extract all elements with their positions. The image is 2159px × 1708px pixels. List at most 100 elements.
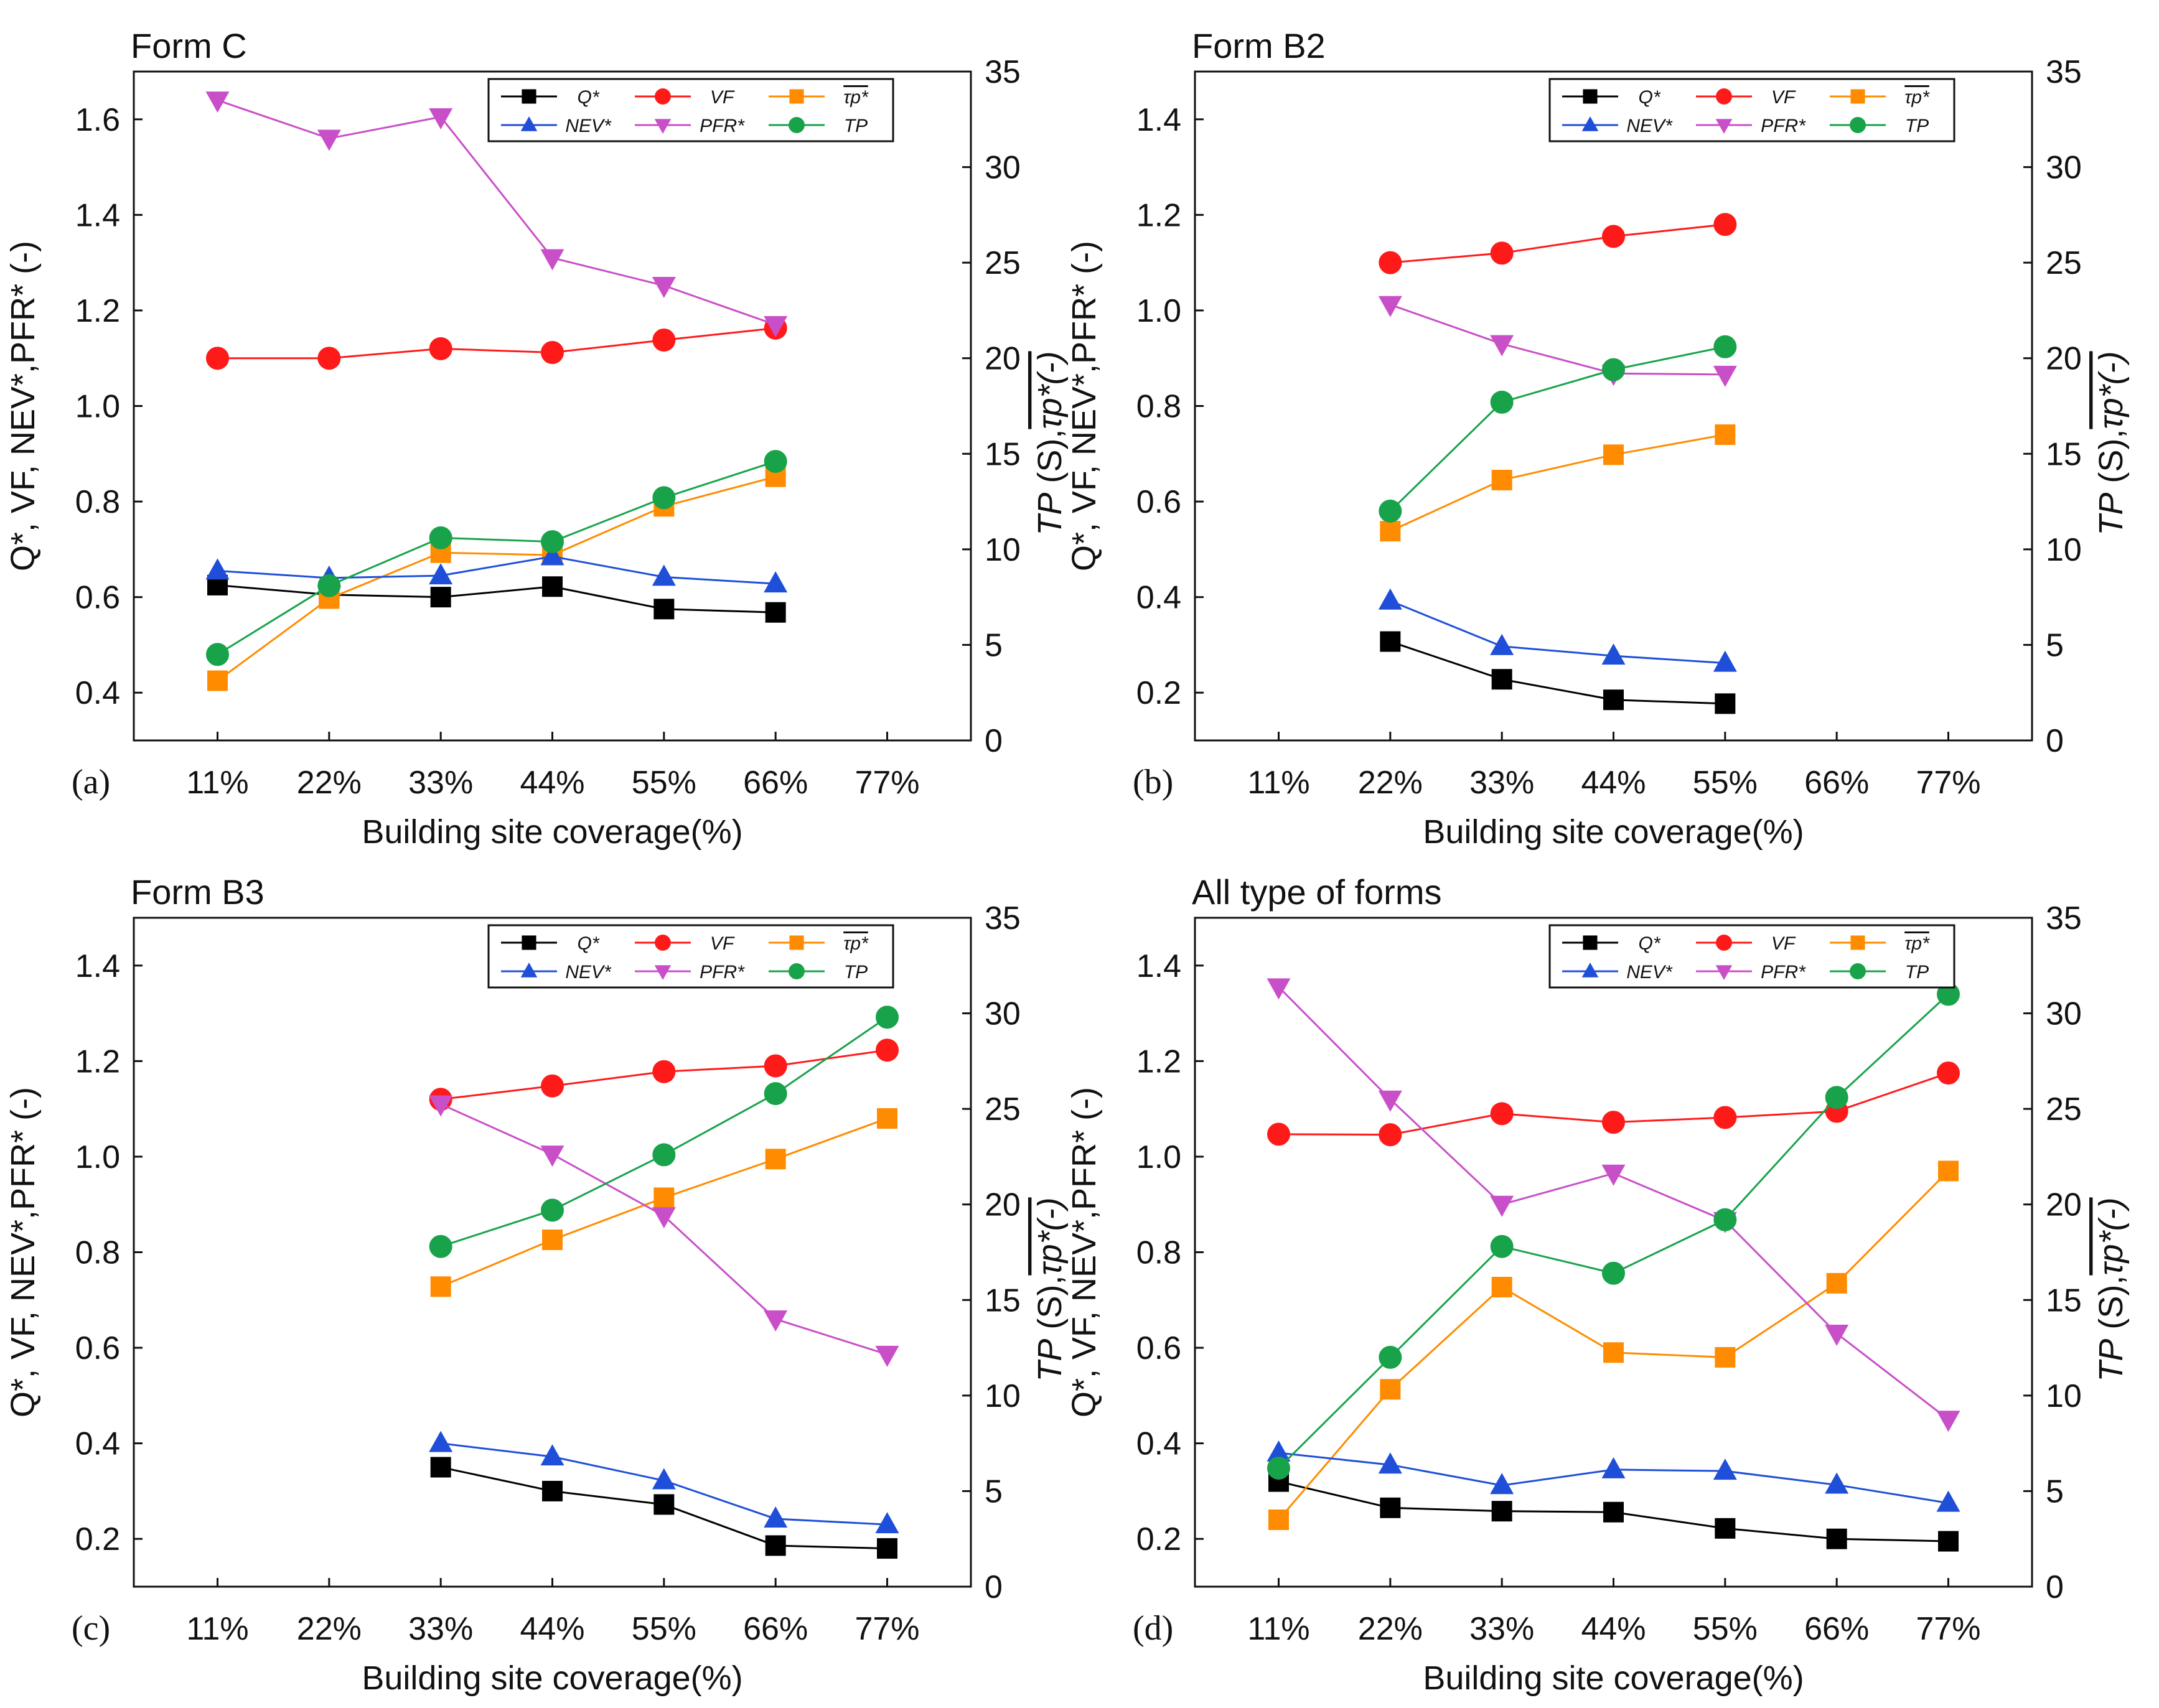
legend-label-pfr: PFR* xyxy=(700,962,745,982)
data-point-nev xyxy=(1267,1440,1291,1462)
y-right-tick-label: 35 xyxy=(2046,54,2082,90)
x-tick-label: 33% xyxy=(1469,765,1534,801)
y-left-axis-label: Q*, VF, NEV*,PFR* (-) xyxy=(1065,241,1103,571)
series-line-tp xyxy=(1278,993,1949,1469)
series-vf xyxy=(206,316,787,370)
data-point-nev xyxy=(764,571,788,593)
legend-box xyxy=(487,924,894,989)
legend-label-nev: NEV* xyxy=(1626,962,1673,982)
data-point-nev xyxy=(1825,1472,1849,1494)
y-left-tick-label: 0.4 xyxy=(75,1426,120,1462)
data-point-tp xyxy=(876,1006,899,1029)
legend-box xyxy=(1548,78,1955,142)
series-nev xyxy=(1267,1440,1960,1512)
chart-panel-1: Form C (a) 11% 22% 33% 44% 55% 66% 77% 0.4 0.6 0.8 1… xyxy=(4,26,1069,851)
y-right-label-units: (S), xyxy=(1031,1276,1069,1339)
data-point-tau xyxy=(1715,1346,1736,1368)
series-tp xyxy=(429,1006,899,1258)
series-pfr xyxy=(205,91,788,337)
y-left-tick-label: 0.6 xyxy=(75,1330,120,1366)
x-axis-label: Building site coverage(%) xyxy=(362,1659,742,1697)
data-point-tp xyxy=(652,486,676,510)
data-point-nev xyxy=(429,563,453,585)
data-point-vf xyxy=(541,341,564,364)
y-left-axis-label: Q*, VF, NEV*,PFR* (-) xyxy=(1065,1087,1103,1417)
y-right-tick-label: 10 xyxy=(2046,1378,2082,1414)
legend-marker-wrap xyxy=(522,935,536,950)
legend-marker-wrap xyxy=(522,89,536,104)
data-point-nev xyxy=(1601,1457,1626,1478)
data-point-pfr xyxy=(764,1310,788,1332)
data-point-tau xyxy=(207,670,228,691)
data-point-vf xyxy=(1379,251,1402,274)
data-point-pfr xyxy=(1267,978,1291,1000)
legend-marker-q xyxy=(1583,89,1598,104)
data-point-vf xyxy=(429,337,452,360)
legend-marker-tau xyxy=(1850,935,1865,950)
y-left-tick-label: 1.2 xyxy=(1136,197,1181,233)
y-left-tick-label: 0.2 xyxy=(1136,1521,1181,1557)
series-q xyxy=(430,1457,897,1559)
data-point-pfr xyxy=(652,1207,676,1229)
data-point-pfr xyxy=(317,129,341,151)
series-vf xyxy=(429,1038,899,1111)
x-tick-label: 22% xyxy=(297,1611,362,1647)
y-left-tick-label: 0.8 xyxy=(1136,389,1181,425)
y-right-tick-label: 10 xyxy=(2046,532,2082,568)
data-point-tp xyxy=(206,643,229,666)
panel-label: (b) xyxy=(1133,763,1173,801)
data-point-q xyxy=(1380,1497,1401,1518)
x-tick-label: 11% xyxy=(1247,1611,1309,1647)
series-line-vf xyxy=(217,327,776,360)
legend-label-nev: NEV* xyxy=(1626,116,1673,136)
data-point-q xyxy=(430,1457,451,1478)
y-right-tick-label: 35 xyxy=(985,54,1021,90)
data-point-nev xyxy=(875,1512,899,1534)
data-point-nev xyxy=(1936,1490,1960,1512)
y-left-tick-label: 0.2 xyxy=(1136,675,1181,711)
data-point-tp xyxy=(764,1082,787,1106)
data-point-nev xyxy=(1601,643,1626,665)
x-axis-label: Building site coverage(%) xyxy=(362,813,742,851)
data-point-pfr xyxy=(540,1146,564,1167)
data-point-q xyxy=(1826,1528,1847,1549)
data-point-q xyxy=(653,1494,675,1515)
data-point-nev xyxy=(1490,1473,1514,1495)
series-q xyxy=(1380,631,1736,714)
data-point-vf xyxy=(541,1074,564,1098)
y-left-tick-label: 1.6 xyxy=(75,102,120,138)
data-point-vf xyxy=(1490,241,1514,265)
legend-label-q: Q* xyxy=(1638,933,1660,954)
data-point-q xyxy=(765,602,786,623)
data-point-vf xyxy=(1602,225,1625,248)
legend-label-vf: VF xyxy=(1771,933,1796,954)
x-tick-label: 55% xyxy=(632,1611,696,1647)
x-tick-label: 33% xyxy=(1469,1611,1534,1647)
series-nev xyxy=(1378,588,1737,672)
y-right-tick-label: 10 xyxy=(985,532,1021,568)
series-line-tau xyxy=(1390,434,1726,533)
y-right-tick-label: 25 xyxy=(2046,245,2082,281)
y-right-label-units: (S), xyxy=(2092,1276,2130,1339)
data-point-nev xyxy=(1378,588,1402,610)
data-point-tau xyxy=(1826,1272,1847,1294)
y-right-tick-label: 35 xyxy=(985,900,1021,936)
legend-marker-wrap xyxy=(1850,963,1866,979)
data-point-tau xyxy=(1715,424,1736,446)
y-right-tick-label: 0 xyxy=(2046,723,2064,759)
y-right-label-tp: TP xyxy=(1031,493,1069,536)
y-left-tick-label: 1.0 xyxy=(75,389,120,425)
data-point-pfr xyxy=(1713,365,1737,387)
legend-label-pfr: PFR* xyxy=(1761,116,1806,136)
legend-marker-wrap xyxy=(1581,963,1599,978)
data-point-q xyxy=(1938,1531,1959,1552)
y-right-label-units: (S), xyxy=(1031,429,1069,493)
chart-title: Form C xyxy=(131,26,247,65)
legend: Q* VF τp* NEV* PFR* TP xyxy=(487,78,894,142)
x-tick-label: 44% xyxy=(1581,1611,1646,1647)
x-tick-label: 22% xyxy=(1358,1611,1423,1647)
y-right-tick-label: 20 xyxy=(2046,1187,2082,1223)
y-left-tick-label: 0.8 xyxy=(1136,1235,1181,1271)
legend-marker-wrap xyxy=(1850,935,1865,950)
